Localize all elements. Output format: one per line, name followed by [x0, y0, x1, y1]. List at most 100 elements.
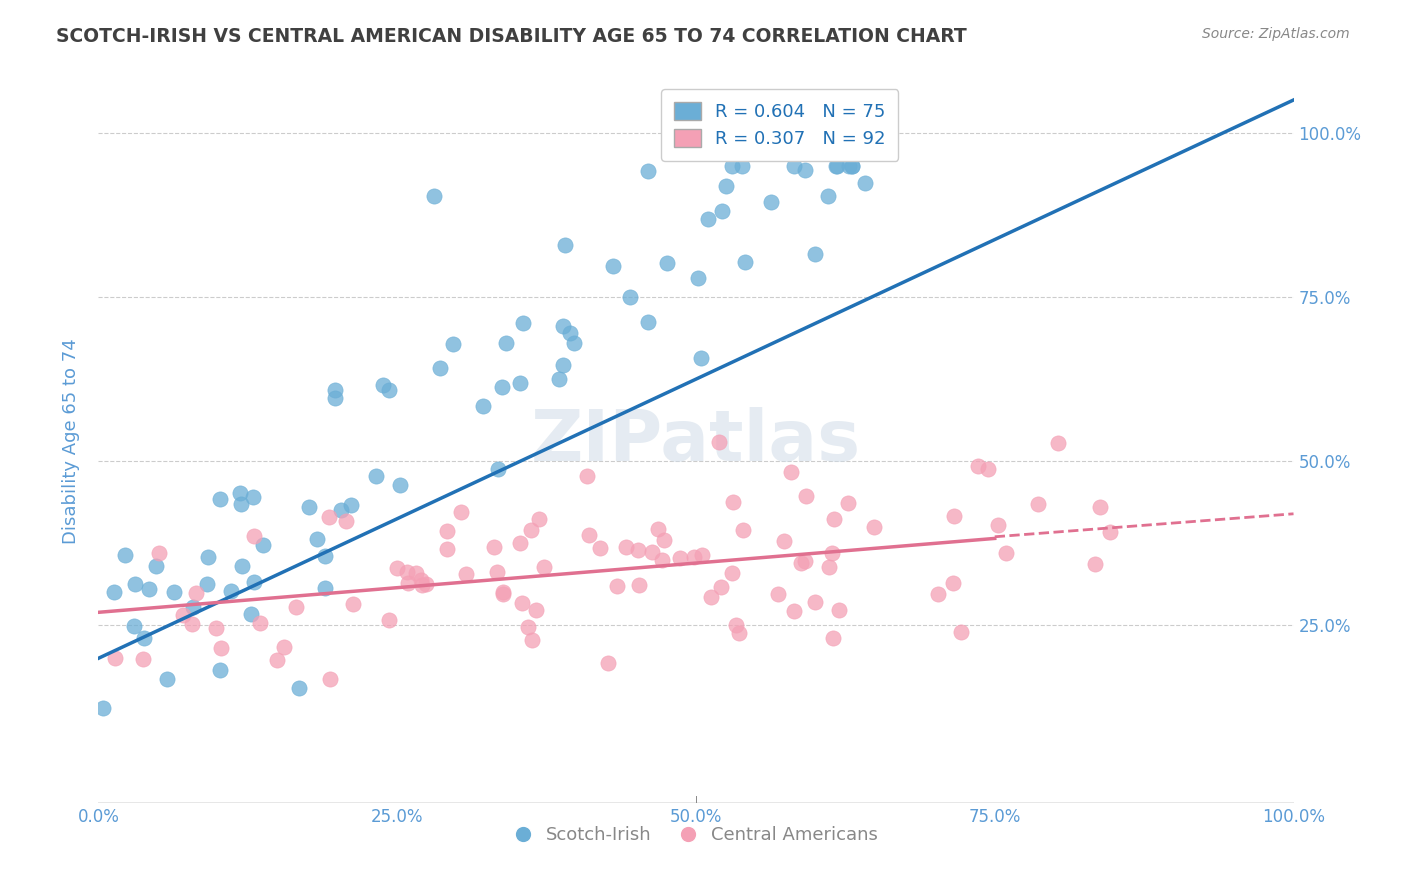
Central Americans: [520, 632, 543, 647]
Central Americans: [319, 672, 342, 686]
Central Americans: [863, 520, 886, 534]
Central Americans: [927, 587, 949, 601]
Scotch-Irish: [389, 477, 412, 491]
Central Americans: [492, 587, 515, 601]
Central Americans: [669, 550, 692, 565]
Central Americans: [396, 576, 419, 591]
Scotch-Irish: [91, 701, 114, 715]
Central Americans: [385, 561, 408, 575]
Central Americans: [779, 465, 801, 479]
Central Americans: [533, 560, 555, 574]
Central Americans: [690, 548, 713, 562]
Central Americans: [700, 590, 723, 604]
Scotch-Irish: [242, 490, 264, 504]
Scotch-Irish: [841, 159, 863, 173]
Central Americans: [1084, 557, 1107, 571]
Scotch-Irish: [429, 361, 451, 376]
Central Americans: [731, 523, 754, 537]
Central Americans: [415, 576, 437, 591]
Scotch-Irish: [181, 600, 204, 615]
Scotch-Irish: [655, 256, 678, 270]
Central Americans: [977, 462, 1000, 476]
Scotch-Irish: [219, 584, 242, 599]
Central Americans: [436, 524, 458, 538]
Central Americans: [517, 620, 540, 634]
Scotch-Irish: [364, 469, 387, 483]
Central Americans: [627, 578, 650, 592]
Scotch-Irish: [689, 351, 711, 366]
Central Americans: [492, 584, 515, 599]
Central Americans: [828, 602, 851, 616]
Scotch-Irish: [340, 498, 363, 512]
Central Americans: [772, 533, 794, 548]
Legend: Scotch-Irish, Central Americans: Scotch-Irish, Central Americans: [506, 819, 886, 852]
Scotch-Irish: [305, 532, 328, 546]
Scotch-Irish: [124, 576, 146, 591]
Central Americans: [527, 512, 550, 526]
Scotch-Irish: [122, 619, 145, 633]
Scotch-Irish: [824, 159, 846, 173]
Central Americans: [450, 505, 472, 519]
Central Americans: [378, 613, 401, 627]
Central Americans: [335, 514, 357, 528]
Scotch-Irish: [145, 559, 167, 574]
Scotch-Irish: [734, 254, 756, 268]
Central Americans: [575, 469, 598, 483]
Central Americans: [651, 552, 673, 566]
Central Americans: [209, 641, 232, 656]
Central Americans: [524, 603, 547, 617]
Central Americans: [104, 650, 127, 665]
Central Americans: [994, 546, 1017, 560]
Central Americans: [409, 573, 432, 587]
Central Americans: [987, 518, 1010, 533]
Central Americans: [707, 434, 730, 449]
Scotch-Irish: [782, 159, 804, 173]
Central Americans: [205, 621, 228, 635]
Central Americans: [273, 640, 295, 654]
Central Americans: [131, 652, 153, 666]
Scotch-Irish: [132, 631, 155, 645]
Scotch-Irish: [239, 607, 262, 621]
Scotch-Irish: [491, 380, 513, 394]
Central Americans: [967, 458, 990, 473]
Scotch-Irish: [761, 194, 783, 209]
Central Americans: [509, 536, 531, 550]
Scotch-Irish: [560, 326, 582, 340]
Central Americans: [266, 653, 288, 667]
Scotch-Irish: [619, 290, 641, 304]
Scotch-Irish: [208, 663, 231, 677]
Central Americans: [606, 579, 628, 593]
Scotch-Irish: [423, 188, 446, 202]
Scotch-Irish: [509, 376, 531, 390]
Scotch-Irish: [562, 335, 585, 350]
Scotch-Irish: [208, 491, 231, 506]
Central Americans: [614, 540, 637, 554]
Scotch-Irish: [731, 159, 754, 173]
Scotch-Irish: [323, 391, 346, 405]
Scotch-Irish: [231, 559, 253, 574]
Central Americans: [682, 550, 704, 565]
Central Americans: [724, 617, 747, 632]
Text: SCOTCH-IRISH VS CENTRAL AMERICAN DISABILITY AGE 65 TO 74 CORRELATION CHART: SCOTCH-IRISH VS CENTRAL AMERICAN DISABIL…: [56, 27, 967, 45]
Central Americans: [510, 596, 533, 610]
Central Americans: [794, 489, 817, 503]
Central Americans: [405, 566, 427, 581]
Central Americans: [728, 626, 751, 640]
Central Americans: [768, 587, 790, 601]
Central Americans: [436, 541, 458, 556]
Scotch-Irish: [803, 246, 825, 260]
Central Americans: [721, 494, 744, 508]
Central Americans: [184, 585, 207, 599]
Central Americans: [598, 657, 620, 671]
Central Americans: [148, 546, 170, 560]
Scotch-Irish: [547, 372, 569, 386]
Scotch-Irish: [551, 318, 574, 333]
Scotch-Irish: [103, 585, 125, 599]
Scotch-Irish: [697, 211, 720, 226]
Central Americans: [803, 594, 825, 608]
Scotch-Irish: [688, 271, 710, 285]
Central Americans: [950, 625, 973, 640]
Scotch-Irish: [441, 337, 464, 351]
Scotch-Irish: [793, 162, 815, 177]
Scotch-Irish: [841, 159, 863, 173]
